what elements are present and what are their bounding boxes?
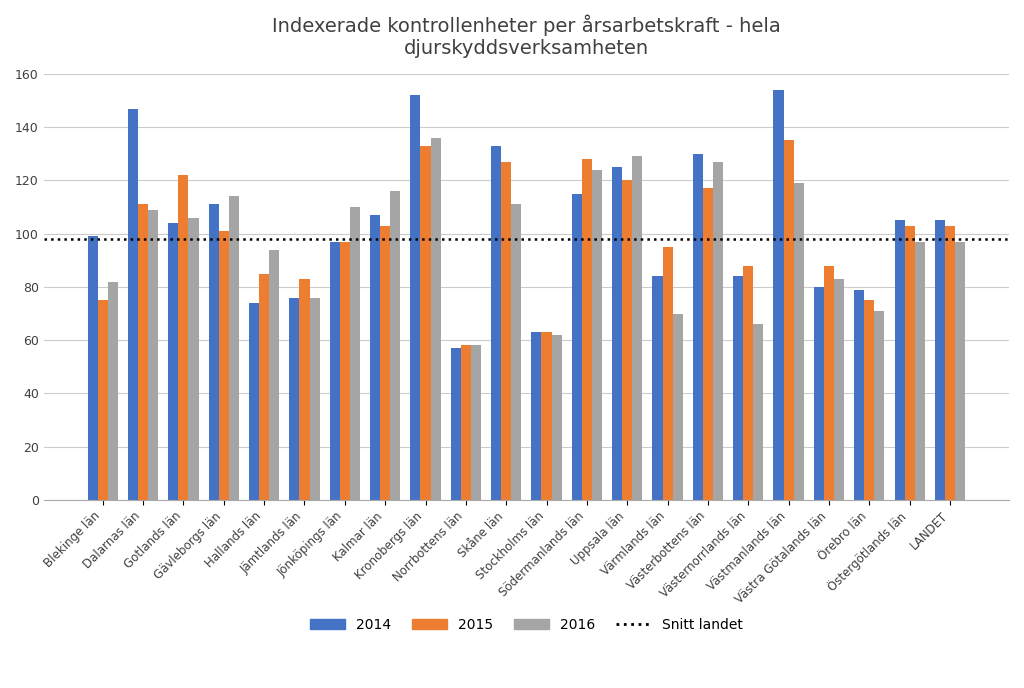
Bar <box>188 217 199 499</box>
Bar <box>269 250 280 499</box>
Bar <box>652 277 663 499</box>
Bar <box>663 247 673 499</box>
Bar <box>178 175 188 499</box>
Bar <box>340 241 350 499</box>
Bar <box>309 297 319 499</box>
Bar <box>693 154 702 499</box>
Bar <box>88 236 97 499</box>
Bar <box>228 196 239 499</box>
Bar <box>299 279 309 499</box>
Bar <box>632 156 642 499</box>
Bar <box>592 170 602 499</box>
Bar <box>97 300 108 499</box>
Bar <box>834 279 844 499</box>
Bar <box>935 220 945 499</box>
Bar <box>128 109 138 499</box>
Bar <box>451 348 461 499</box>
Bar <box>421 146 430 499</box>
Bar <box>945 226 955 499</box>
Bar <box>350 207 360 499</box>
Bar <box>794 183 804 499</box>
Snitt landet <box>96 235 109 243</box>
Bar <box>955 241 966 499</box>
Bar <box>673 314 683 499</box>
Bar <box>713 162 723 499</box>
Bar <box>612 167 623 499</box>
Bar <box>411 95 421 499</box>
Bar <box>874 311 885 499</box>
Bar <box>511 204 521 499</box>
Bar <box>380 226 390 499</box>
Bar <box>702 189 713 499</box>
Bar <box>219 231 228 499</box>
Bar <box>743 266 754 499</box>
Bar <box>895 220 904 499</box>
Snitt landet <box>137 235 150 243</box>
Bar <box>773 90 783 499</box>
Bar <box>582 159 592 499</box>
Bar <box>783 140 794 499</box>
Bar <box>914 241 925 499</box>
Title: Indexerade kontrollenheter per årsarbetskraft - hela
djurskyddsverksamheten: Indexerade kontrollenheter per årsarbets… <box>272 15 780 58</box>
Bar <box>571 194 582 499</box>
Bar <box>824 266 834 499</box>
Bar <box>330 241 340 499</box>
Bar <box>168 223 178 499</box>
Bar <box>108 281 118 499</box>
Bar <box>733 277 743 499</box>
Bar <box>501 162 511 499</box>
Bar <box>138 204 148 499</box>
Bar <box>492 146 501 499</box>
Bar <box>209 204 219 499</box>
Bar <box>249 303 259 499</box>
Bar <box>623 180 632 499</box>
Bar <box>148 210 159 499</box>
Bar <box>430 138 440 499</box>
Bar <box>552 335 562 499</box>
Legend: 2014, 2015, 2016, Snitt landet: 2014, 2015, 2016, Snitt landet <box>305 612 748 638</box>
Bar <box>461 345 471 499</box>
Bar <box>904 226 914 499</box>
Bar <box>290 297 299 499</box>
Bar <box>370 215 380 499</box>
Bar <box>471 345 481 499</box>
Bar <box>531 332 542 499</box>
Bar <box>854 290 864 499</box>
Bar <box>754 324 764 499</box>
Bar <box>864 300 874 499</box>
Bar <box>390 191 400 499</box>
Bar <box>259 274 269 499</box>
Bar <box>542 332 552 499</box>
Bar <box>814 287 824 499</box>
